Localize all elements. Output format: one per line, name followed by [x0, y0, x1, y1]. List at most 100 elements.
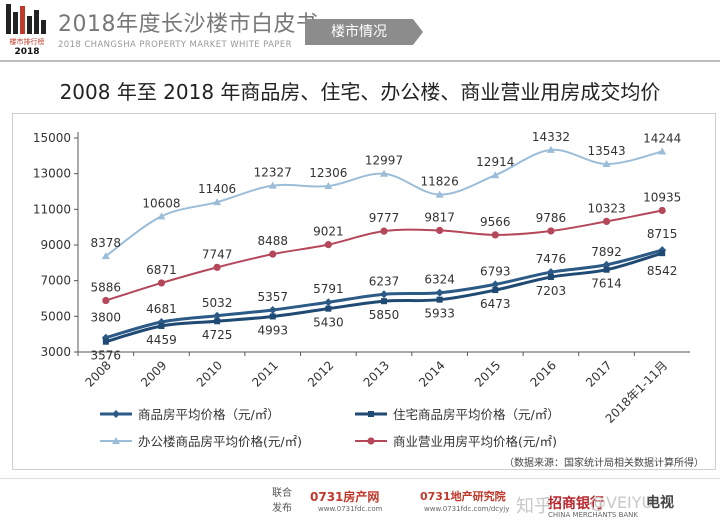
x-tick-label: 2017: [583, 358, 614, 389]
data-label-residential: 5850: [369, 308, 400, 322]
data-point-office: [157, 212, 166, 220]
legend-marker-business: [367, 437, 375, 445]
data-label-business: 5886: [91, 281, 122, 295]
report-subtitle: 2018 CHANGSHA PROPERTY MARKET WHITE PAPE…: [58, 40, 292, 50]
brand-cmbank: 招商银行: [548, 496, 604, 512]
brand-tv: 电视: [646, 495, 674, 511]
data-point-business: [602, 217, 611, 226]
x-tick-label: 2011: [249, 358, 280, 389]
y-tick-label: 13000: [33, 167, 71, 181]
data-point-office: [268, 181, 277, 189]
data-point-residential: [158, 322, 165, 329]
data-label-office: 14244: [643, 131, 681, 145]
data-point-commercial_housing: [380, 290, 388, 299]
data-label-business: 7747: [202, 247, 233, 261]
data-label-commercial_housing: 5357: [257, 290, 288, 304]
data-label-commercial_housing: 8715: [647, 227, 678, 241]
data-point-office: [602, 159, 611, 167]
y-tick-label: 7000: [40, 274, 71, 288]
data-label-commercial_housing: 7892: [591, 245, 622, 259]
data-label-office: 14332: [532, 130, 570, 144]
data-label-commercial_housing: 4681: [146, 302, 177, 316]
brand-0731-research-url: www.0731fdc.com/dcyjy: [424, 505, 510, 513]
data-label-commercial_housing: 6324: [424, 273, 455, 287]
data-point-residential: [325, 305, 332, 312]
data-point-residential: [603, 266, 610, 273]
data-point-commercial_housing: [213, 311, 222, 320]
data-point-residential: [436, 296, 443, 303]
data-point-business: [491, 231, 499, 239]
data-label-residential: 6473: [480, 297, 511, 311]
data-label-office: 12914: [476, 155, 514, 169]
x-tick-label: 2013: [361, 358, 392, 389]
x-tick-label: 2010: [194, 358, 225, 389]
y-tick-label: 11000: [33, 202, 71, 216]
data-label-business: 9021: [313, 225, 344, 239]
brand-0731-research: 0731地产研究院: [420, 490, 506, 503]
data-point-office: [101, 252, 110, 260]
x-tick-label: 2009: [138, 358, 169, 389]
brand-0731fdc: 0731房产网: [310, 490, 380, 504]
data-label-business: 6871: [146, 263, 177, 277]
data-point-residential: [102, 338, 109, 345]
report-logo: 楼市排行榜 2018: [4, 2, 50, 56]
data-label-business: 10935: [643, 190, 681, 204]
zhihu-watermark: 知乎: [516, 496, 552, 517]
data-point-business: [269, 250, 277, 258]
data-label-business: 9566: [480, 215, 511, 229]
data-point-commercial_housing: [324, 298, 333, 307]
data-point-commercial_housing: [268, 305, 277, 314]
legend-label-residential: 住宅商品房平均价格（元/㎡）: [393, 407, 560, 422]
data-point-business: [213, 263, 221, 271]
section-tag: 楼市情况: [305, 19, 423, 45]
chart-title: 2008 年至 2018 年商品房、住宅、办公楼、商业营业用房成交均价: [59, 80, 661, 104]
data-label-commercial_housing: 5032: [202, 296, 233, 310]
x-tick-label: 2016: [528, 358, 559, 389]
data-label-commercial_housing: 6793: [480, 264, 511, 278]
source-note: （数据来源：国家统计局相关数据计算所得）: [504, 456, 704, 469]
data-point-business: [157, 279, 166, 287]
data-label-business: 9777: [369, 211, 400, 225]
line-chart: 3000 5000 7000 9000 11000 13000 15000 2008 2009 2…: [33, 130, 704, 469]
author-watermark: @VEIYU: [590, 493, 654, 512]
data-point-office: [213, 198, 222, 206]
data-point-office: [324, 182, 333, 190]
data-label-office: 10608: [142, 196, 180, 210]
data-label-office: 11826: [421, 175, 459, 189]
data-label-residential: 7614: [591, 277, 622, 291]
footer-divider: [0, 478, 720, 479]
logo-year: 2018: [14, 47, 39, 56]
y-tick-label: 15000: [33, 131, 71, 145]
legend-marker-residential: [368, 411, 374, 417]
data-point-business: [380, 227, 388, 235]
data-point-office: [658, 147, 667, 155]
data-label-commercial_housing: 3800: [91, 311, 122, 325]
data-label-residential: 4459: [146, 333, 177, 347]
data-label-residential: 5933: [424, 307, 455, 321]
data-label-office: 12306: [309, 166, 347, 180]
data-point-residential: [269, 313, 276, 320]
data-label-office: 12997: [365, 154, 403, 168]
data-label-office: 12327: [254, 166, 292, 180]
header-divider: [0, 60, 720, 62]
data-point-business: [324, 241, 332, 249]
chart-panel: [12, 113, 716, 470]
y-tick-label: 3000: [40, 345, 71, 359]
data-point-business: [658, 206, 666, 215]
data-label-business: 9786: [536, 211, 567, 225]
data-point-office: [491, 171, 500, 179]
data-point-business: [436, 226, 444, 235]
data-label-residential: 8542: [647, 264, 678, 278]
data-point-business: [102, 296, 110, 305]
brand-cmbank-sub: CHINA MERCHANTS BANK: [548, 511, 638, 519]
data-label-commercial_housing: 5791: [313, 282, 344, 296]
data-label-commercial_housing: 7476: [536, 252, 567, 266]
y-tick-label: 9000: [40, 238, 71, 252]
y-tick-label: 5000: [40, 309, 71, 323]
data-label-residential: 4725: [202, 328, 233, 342]
footer-label-bottom: 发布: [272, 503, 292, 514]
data-label-office: 8378: [91, 236, 122, 250]
data-point-office: [546, 145, 555, 153]
report-header: 楼市排行榜 2018 2018年度长沙楼市白皮书 2018 CHANGSHA P…: [0, 0, 720, 62]
legend-label-business: 商业营业用房平均价格(元/㎡): [393, 434, 557, 449]
